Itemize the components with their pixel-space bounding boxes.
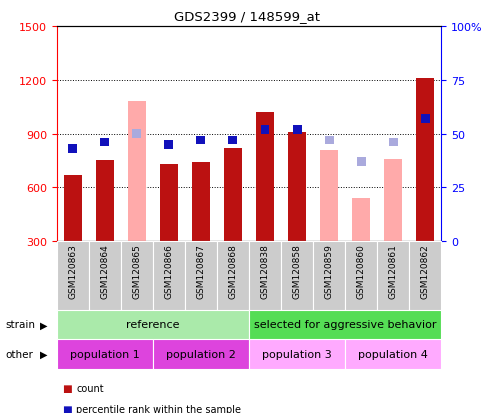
Text: GSM120867: GSM120867 [196,244,206,298]
Bar [228,136,238,145]
Bar [185,242,217,310]
Bar [260,126,270,134]
Bar [196,136,206,145]
Bar [57,339,153,369]
Bar [288,133,306,242]
Bar [153,339,249,369]
Bar [352,199,370,242]
Text: ■: ■ [62,404,71,413]
Text: GSM120866: GSM120866 [164,244,174,298]
Text: selected for aggressive behavior: selected for aggressive behavior [254,320,436,330]
Bar [64,176,81,242]
Bar [356,158,366,166]
Bar [132,130,141,138]
Text: population 4: population 4 [358,349,428,359]
Bar [89,242,121,310]
Bar [96,161,113,242]
Bar [345,242,377,310]
Bar [388,138,398,147]
Bar [249,242,281,310]
Text: strain: strain [5,320,35,330]
Text: GSM120861: GSM120861 [388,244,398,298]
Bar [68,145,77,154]
Bar [417,79,434,242]
Bar [409,242,441,310]
Text: count: count [76,383,104,393]
Bar [57,310,249,339]
Bar [292,126,302,134]
Bar [313,242,345,310]
Text: GSM120865: GSM120865 [132,244,141,298]
Text: GDS2399 / 148599_at: GDS2399 / 148599_at [174,10,319,23]
Bar [217,242,249,310]
Text: population 3: population 3 [262,349,332,359]
Bar [153,242,185,310]
Text: reference: reference [126,320,179,330]
Bar [192,163,210,242]
Bar [249,339,345,369]
Bar [100,138,109,147]
Bar [164,141,174,149]
Bar [121,242,153,310]
Text: GSM120868: GSM120868 [228,244,238,298]
Bar [385,159,402,242]
Bar [128,102,145,242]
Bar [324,136,334,145]
Text: ■: ■ [62,383,71,393]
Bar [377,242,409,310]
Bar [249,310,441,339]
Bar [57,242,89,310]
Bar [320,150,338,242]
Text: GSM120863: GSM120863 [68,244,77,298]
Text: percentile rank within the sample: percentile rank within the sample [76,404,242,413]
Text: population 1: population 1 [70,349,140,359]
Bar [224,149,242,242]
Bar [160,165,177,242]
Text: ▶: ▶ [40,349,48,359]
Text: GSM120860: GSM120860 [356,244,366,298]
Text: GSM120838: GSM120838 [260,244,270,298]
Bar [345,339,441,369]
Text: GSM120862: GSM120862 [421,244,430,298]
Bar [256,113,274,242]
Text: GSM120864: GSM120864 [100,244,109,298]
Bar [281,242,313,310]
Text: other: other [5,349,33,359]
Text: GSM120858: GSM120858 [292,244,302,298]
Text: GSM120859: GSM120859 [324,244,334,298]
Text: ▶: ▶ [40,320,48,330]
Bar [421,115,430,123]
Text: population 2: population 2 [166,349,236,359]
